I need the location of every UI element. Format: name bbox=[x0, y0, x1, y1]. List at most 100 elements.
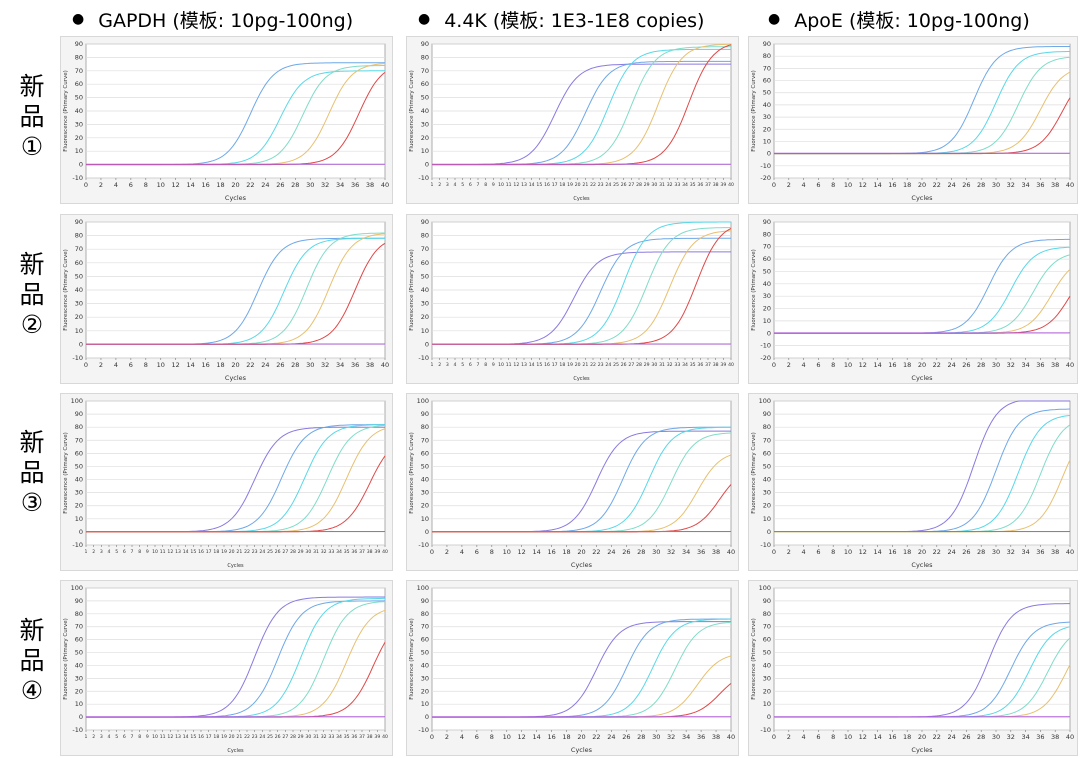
x-tick-label: 4 bbox=[108, 549, 111, 555]
x-tick-label: 0 bbox=[772, 361, 776, 369]
x-tick-label: 38 bbox=[366, 361, 374, 369]
x-tick-label: 28 bbox=[977, 361, 985, 369]
y-tick-label: 40 bbox=[75, 661, 83, 669]
x-tick-label: 4 bbox=[802, 733, 806, 741]
x-tick-label: 27 bbox=[628, 182, 634, 188]
x-tick-label: 0 bbox=[430, 548, 434, 556]
y-tick-label: 70 bbox=[421, 245, 429, 253]
y-tick-label: 100 bbox=[417, 397, 429, 405]
y-tick-label: 0 bbox=[767, 528, 771, 536]
x-tick-label: 36 bbox=[351, 361, 359, 369]
x-tick-label: 24 bbox=[607, 548, 615, 556]
y-tick-label: 30 bbox=[763, 292, 771, 300]
y-tick-label: 90 bbox=[763, 410, 771, 418]
x-axis-label: Cycles bbox=[571, 746, 593, 754]
x-tick-label: 8 bbox=[138, 549, 141, 555]
x-tick-label: 14 bbox=[183, 549, 189, 555]
x-tick-label: 9 bbox=[492, 182, 495, 188]
x-tick-label: 8 bbox=[831, 733, 835, 741]
row-label-2: 新 品 ② bbox=[14, 250, 50, 340]
x-tick-label: 30 bbox=[992, 181, 1000, 189]
y-tick-label: -10 bbox=[418, 174, 429, 182]
x-tick-label: 23 bbox=[252, 549, 258, 555]
qpcr-chart-r4-apoe: -10 0 10 20 30 40 50 60 70 80 90 100 0 2 4 6 8 10 12 14 16 18… bbox=[748, 580, 1078, 756]
x-tick-label: 6 bbox=[816, 733, 820, 741]
y-tick-label: 50 bbox=[75, 649, 83, 657]
x-tick-label: 32 bbox=[667, 182, 673, 188]
x-tick-label: 38 bbox=[712, 548, 720, 556]
x-tick-label: 20 bbox=[918, 181, 926, 189]
x-tick-label: 33 bbox=[674, 362, 680, 368]
y-tick-label: -10 bbox=[760, 342, 771, 350]
x-tick-label: 6 bbox=[816, 548, 820, 556]
x-tick-label: 26 bbox=[962, 733, 970, 741]
y-tick-label: 80 bbox=[763, 423, 771, 431]
x-tick-label: 11 bbox=[160, 734, 166, 740]
x-tick-label: 18 bbox=[903, 361, 911, 369]
x-tick-label: 15 bbox=[536, 362, 542, 368]
y-tick-label: -10 bbox=[418, 354, 429, 362]
row-label-char: ③ bbox=[20, 488, 44, 517]
x-tick-label: 14 bbox=[533, 733, 541, 741]
x-tick-label: 30 bbox=[305, 549, 311, 555]
x-tick-label: 0 bbox=[84, 181, 88, 189]
x-tick-label: 36 bbox=[697, 362, 703, 368]
x-tick-label: 8 bbox=[144, 181, 148, 189]
x-tick-label: 29 bbox=[644, 182, 650, 188]
y-tick-label: 0 bbox=[425, 161, 429, 169]
x-tick-label: 38 bbox=[367, 734, 373, 740]
x-tick-label: 36 bbox=[351, 734, 357, 740]
row-label-char: 新 bbox=[19, 72, 45, 101]
x-tick-label: 23 bbox=[252, 734, 258, 740]
y-tick-label: 50 bbox=[763, 649, 771, 657]
x-axis-label: Cycles bbox=[911, 194, 933, 202]
y-tick-label: 40 bbox=[421, 107, 429, 115]
x-tick-label: 34 bbox=[1021, 181, 1029, 189]
x-tick-label: 15 bbox=[190, 734, 196, 740]
y-axis-label: Fluorescence (Primary Curve) bbox=[751, 70, 757, 152]
y-tick-label: 90 bbox=[763, 218, 771, 226]
x-tick-label: 20 bbox=[231, 181, 239, 189]
x-tick-label: 10 bbox=[152, 549, 158, 555]
x-tick-label: 32 bbox=[1007, 181, 1015, 189]
column-header-gapdh: ● GAPDH (模板: 10pg-100ng) bbox=[72, 4, 353, 34]
x-tick-label: 16 bbox=[544, 182, 550, 188]
x-tick-label: 1 bbox=[85, 734, 88, 740]
x-tick-label: 17 bbox=[552, 362, 558, 368]
x-tick-label: 10 bbox=[503, 548, 511, 556]
x-tick-label: 22 bbox=[933, 181, 941, 189]
y-tick-label: 100 bbox=[71, 397, 83, 405]
y-tick-label: 0 bbox=[79, 340, 83, 348]
x-tick-label: 37 bbox=[705, 362, 711, 368]
y-tick-label: 40 bbox=[75, 107, 83, 115]
x-tick-label: 19 bbox=[221, 734, 227, 740]
x-tick-label: 7 bbox=[477, 362, 480, 368]
x-tick-label: 5 bbox=[115, 734, 118, 740]
x-tick-label: 16 bbox=[888, 181, 896, 189]
x-tick-label: 6 bbox=[129, 181, 133, 189]
x-tick-label: 22 bbox=[590, 362, 596, 368]
y-tick-label: 40 bbox=[75, 476, 83, 484]
x-tick-label: 16 bbox=[547, 548, 555, 556]
y-tick-label: 10 bbox=[421, 515, 429, 523]
x-tick-label: 40 bbox=[728, 362, 734, 368]
y-tick-label: 0 bbox=[767, 713, 771, 721]
column-header-4-4k: ● 4.4K (模板: 1E3-1E8 copies) bbox=[418, 4, 704, 34]
y-tick-label: 60 bbox=[421, 636, 429, 644]
x-tick-label: 10 bbox=[844, 181, 852, 189]
y-tick-label: 0 bbox=[767, 329, 771, 337]
x-tick-label: 6 bbox=[469, 182, 472, 188]
y-tick-label: 40 bbox=[421, 476, 429, 484]
y-tick-label: 0 bbox=[79, 713, 83, 721]
y-tick-label: 80 bbox=[75, 53, 83, 61]
x-tick-label: 40 bbox=[381, 361, 389, 369]
y-tick-label: 10 bbox=[421, 700, 429, 708]
x-tick-label: 16 bbox=[888, 733, 896, 741]
x-tick-label: 2 bbox=[445, 548, 449, 556]
x-tick-label: 14 bbox=[187, 181, 195, 189]
x-tick-label: 2 bbox=[438, 182, 441, 188]
y-tick-label: 80 bbox=[75, 423, 83, 431]
x-tick-label: 31 bbox=[313, 549, 319, 555]
y-tick-label: 90 bbox=[421, 410, 429, 418]
